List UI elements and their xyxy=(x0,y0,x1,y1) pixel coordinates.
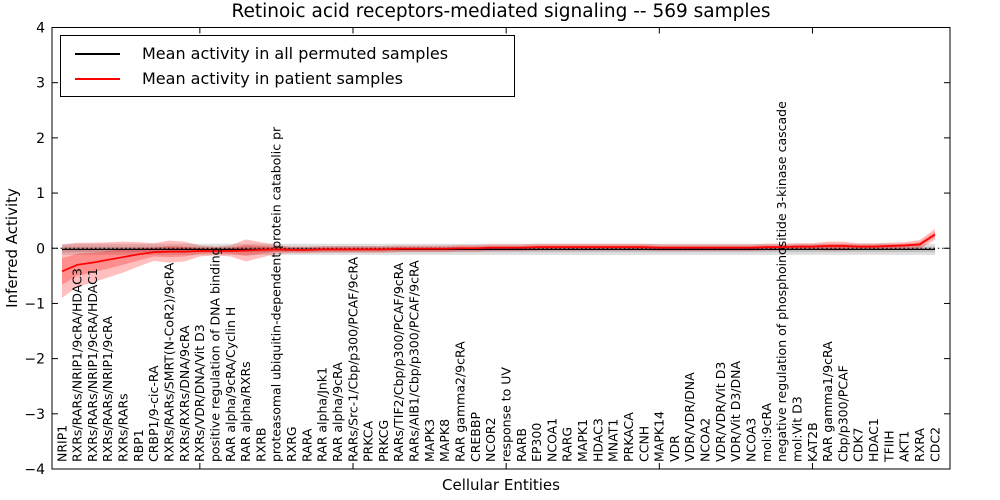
y-tick-label: −3 xyxy=(24,407,45,423)
legend: Mean activity in all permuted samples Me… xyxy=(60,35,515,97)
x-category-label: RAR alpha/9cRA xyxy=(330,362,345,462)
x-category-label: positive regulation of DNA binding xyxy=(207,247,222,462)
x-category-label: negative regulation of phosphoinositide … xyxy=(774,101,789,462)
x-category-label: MAPK8 xyxy=(437,419,452,462)
x-category-label: RXRG xyxy=(284,426,299,462)
x-category-label: CREBBP xyxy=(468,412,483,462)
x-category-label: RXRB xyxy=(253,427,268,462)
x-category-label: RARs/Src-1/Cbp/p300/PCAF/9cRA xyxy=(345,256,360,462)
x-category-label: NCOA2 xyxy=(698,418,713,462)
y-tick-label: −2 xyxy=(24,352,45,368)
x-category-label: AKT1 xyxy=(897,431,912,462)
x-category-label: RARG xyxy=(560,427,575,462)
x-category-label: RBP1 xyxy=(131,429,146,462)
x-category-label: NRIP1 xyxy=(54,425,69,462)
x-category-label: RAR alpha/9cRA/Cyclin H xyxy=(223,307,238,462)
x-category-label: KAT2B xyxy=(805,422,820,462)
x-category-label: VDR/VDR/DNA xyxy=(682,372,697,462)
patient-band-2sigma xyxy=(62,228,935,298)
x-category-label: RXRs/RXRs/DNA/9cRA xyxy=(177,325,192,462)
x-category-label: NCOR2 xyxy=(483,417,498,462)
x-category-label: RXRs/RARs xyxy=(116,393,131,462)
x-category-label: CDK7 xyxy=(851,427,866,462)
x-category-label: RARA xyxy=(299,428,314,462)
x-category-label: RAR alpha/RXRs xyxy=(238,361,253,462)
x-category-label: RARs/TIF2/Cbp/p300/PCAF/9cRA xyxy=(391,262,406,462)
y-tick-label: 1 xyxy=(36,186,45,202)
x-category-label: RAR gamma2/9cRA xyxy=(453,341,468,462)
x-category-label: VDR/VDR/Vit D3 xyxy=(713,362,728,462)
x-category-label: HDAC3 xyxy=(590,418,605,462)
y-tick-label: 4 xyxy=(36,21,45,37)
x-category-label: RXRA xyxy=(912,428,927,462)
x-category-label: CRBP1/9-cic-RA xyxy=(146,365,161,462)
x-category-label: RAR gamma1/9cRA xyxy=(820,341,835,462)
x-category-label: NCOA1 xyxy=(544,418,559,462)
x-category-label: PRKCA xyxy=(361,421,376,462)
x-category-label: PRKCG xyxy=(376,420,391,462)
permuted-line-swatch xyxy=(75,52,120,55)
x-category-label: NCOA3 xyxy=(744,418,759,462)
legend-label-patient: Mean activity in patient samples xyxy=(142,69,403,88)
x-category-label: RXRs/RARs/NRIP1/9cRA/HDAC3 xyxy=(70,268,85,462)
x-category-label: MAPK14 xyxy=(652,411,667,462)
patient-line-swatch xyxy=(75,77,120,80)
x-category-label: RXRs/RARs/NRIP1/9cRA xyxy=(100,316,115,462)
x-category-label: EP300 xyxy=(529,423,544,462)
x-category-label: RAR alpha/Jnk1 xyxy=(315,367,330,462)
x-category-label: CDC2 xyxy=(927,427,942,462)
x-category-label: RXRs/RARs/SMRT(N-CoR2)/9cRA xyxy=(162,262,177,462)
x-category-label: RXRs/VDR/DNA/Vit D3 xyxy=(192,324,207,462)
x-category-label: mol:9cRA xyxy=(759,402,774,462)
legend-label-permuted: Mean activity in all permuted samples xyxy=(142,44,449,63)
x-category-label: HDAC1 xyxy=(866,418,881,462)
patient-mean-line xyxy=(61,233,936,273)
chart-title: Retinoic acid receptors-mediated signali… xyxy=(231,1,771,22)
y-tick-label: −1 xyxy=(24,296,45,312)
y-tick-label: 0 xyxy=(36,241,45,257)
legend-item-permuted: Mean activity in all permuted samples xyxy=(73,44,502,63)
y-tick-label: 3 xyxy=(36,76,45,92)
x-category-label: RARB xyxy=(514,428,529,462)
y-tick-label: −4 xyxy=(24,462,45,478)
x-category-label: MNAT1 xyxy=(606,419,621,462)
x-category-label: RXRs/RARs/NRIP1/9cRA/HDAC1 xyxy=(85,268,100,462)
x-category-label: mol:Vit D3 xyxy=(789,396,804,462)
y-tick-label: 2 xyxy=(36,131,45,147)
x-category-label: proteasomal ubiquitin-dependent protein … xyxy=(269,126,284,462)
x-axis-label: Cellular Entities xyxy=(442,476,560,494)
x-category-label: response to UV xyxy=(498,367,513,462)
x-category-label: CCNH xyxy=(636,426,651,462)
x-category-label: TFIIH xyxy=(881,430,896,463)
x-category-label: VDR xyxy=(667,435,682,462)
x-category-label: RARs/AIB1/Cbp/p300/PCAF/9cRA xyxy=(407,260,422,462)
x-category-label: MAPK1 xyxy=(575,419,590,462)
x-category-label: PRKACA xyxy=(621,412,636,462)
y-axis-label: Inferred Activity xyxy=(3,188,21,308)
legend-item-patient: Mean activity in patient samples xyxy=(73,69,502,88)
x-category-label: VDR/Vit D3/DNA xyxy=(728,361,743,462)
x-category-label: MAPK3 xyxy=(422,419,437,462)
x-category-label: Cbp/p300/PCAF xyxy=(835,365,850,462)
